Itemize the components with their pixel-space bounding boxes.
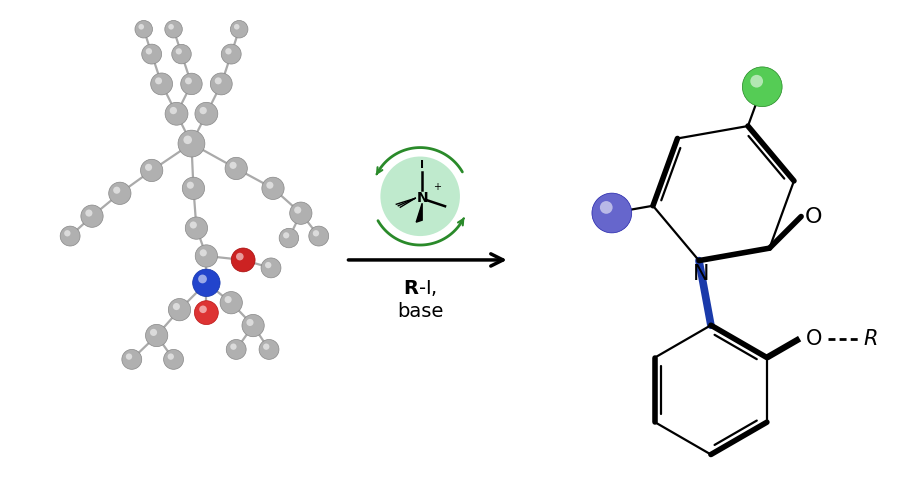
Circle shape: [262, 177, 284, 200]
Circle shape: [226, 340, 246, 360]
Circle shape: [164, 350, 184, 370]
Circle shape: [294, 207, 302, 214]
Circle shape: [592, 193, 632, 233]
Circle shape: [220, 291, 242, 314]
Circle shape: [261, 258, 281, 278]
Circle shape: [231, 248, 255, 272]
Circle shape: [313, 230, 320, 237]
Text: $\bf{R}$-I,: $\bf{R}$-I,: [403, 278, 437, 298]
Circle shape: [150, 73, 173, 95]
Circle shape: [173, 303, 180, 310]
Circle shape: [185, 217, 208, 239]
Text: I: I: [420, 160, 424, 170]
Circle shape: [232, 249, 255, 271]
Circle shape: [165, 102, 188, 125]
Circle shape: [381, 156, 460, 236]
Circle shape: [237, 253, 244, 260]
Text: base: base: [397, 302, 444, 321]
Circle shape: [150, 329, 158, 336]
Circle shape: [225, 48, 231, 54]
Circle shape: [230, 162, 237, 169]
Text: N: N: [693, 263, 709, 283]
Circle shape: [145, 164, 152, 171]
Circle shape: [170, 107, 177, 114]
Circle shape: [751, 75, 763, 88]
Circle shape: [113, 187, 121, 194]
Circle shape: [81, 205, 104, 227]
Circle shape: [185, 78, 192, 84]
Circle shape: [167, 354, 174, 360]
Circle shape: [742, 67, 782, 107]
Circle shape: [224, 296, 231, 303]
Circle shape: [183, 177, 204, 200]
Text: N: N: [417, 191, 428, 205]
Circle shape: [279, 228, 299, 248]
Circle shape: [64, 230, 70, 237]
Circle shape: [230, 20, 248, 38]
Circle shape: [230, 344, 237, 350]
Circle shape: [200, 249, 207, 256]
Circle shape: [199, 305, 207, 313]
Circle shape: [236, 253, 244, 260]
Circle shape: [139, 24, 144, 29]
Circle shape: [242, 314, 265, 337]
Circle shape: [140, 159, 163, 182]
Circle shape: [215, 77, 221, 84]
Circle shape: [122, 350, 141, 370]
Circle shape: [178, 130, 205, 157]
Circle shape: [155, 77, 162, 84]
Circle shape: [193, 269, 220, 296]
Circle shape: [265, 262, 272, 268]
Circle shape: [194, 301, 219, 325]
Circle shape: [86, 210, 93, 217]
Circle shape: [168, 24, 174, 29]
Circle shape: [146, 324, 167, 347]
Circle shape: [263, 344, 269, 350]
Circle shape: [190, 222, 197, 229]
Circle shape: [184, 135, 192, 144]
Circle shape: [146, 48, 152, 54]
Circle shape: [290, 202, 312, 224]
Circle shape: [198, 274, 207, 283]
Circle shape: [247, 319, 254, 326]
Circle shape: [225, 157, 248, 180]
Circle shape: [181, 73, 202, 95]
Circle shape: [221, 44, 241, 64]
Text: R: R: [863, 329, 878, 349]
Circle shape: [172, 44, 192, 64]
Circle shape: [211, 73, 232, 95]
Text: +: +: [433, 182, 441, 192]
Polygon shape: [416, 203, 422, 222]
Circle shape: [284, 232, 289, 239]
Circle shape: [109, 182, 131, 205]
Text: O: O: [806, 207, 823, 227]
Circle shape: [176, 48, 182, 54]
Circle shape: [195, 102, 218, 125]
Circle shape: [266, 182, 274, 189]
Circle shape: [126, 354, 132, 360]
Circle shape: [600, 201, 613, 214]
Circle shape: [195, 245, 218, 267]
Circle shape: [165, 20, 183, 38]
Circle shape: [309, 226, 328, 246]
Circle shape: [141, 44, 162, 64]
Circle shape: [168, 298, 191, 321]
Text: O: O: [806, 329, 822, 349]
Circle shape: [200, 107, 207, 114]
Circle shape: [259, 340, 279, 360]
Circle shape: [234, 24, 239, 29]
Circle shape: [60, 226, 80, 246]
Circle shape: [135, 20, 152, 38]
Circle shape: [187, 182, 194, 189]
